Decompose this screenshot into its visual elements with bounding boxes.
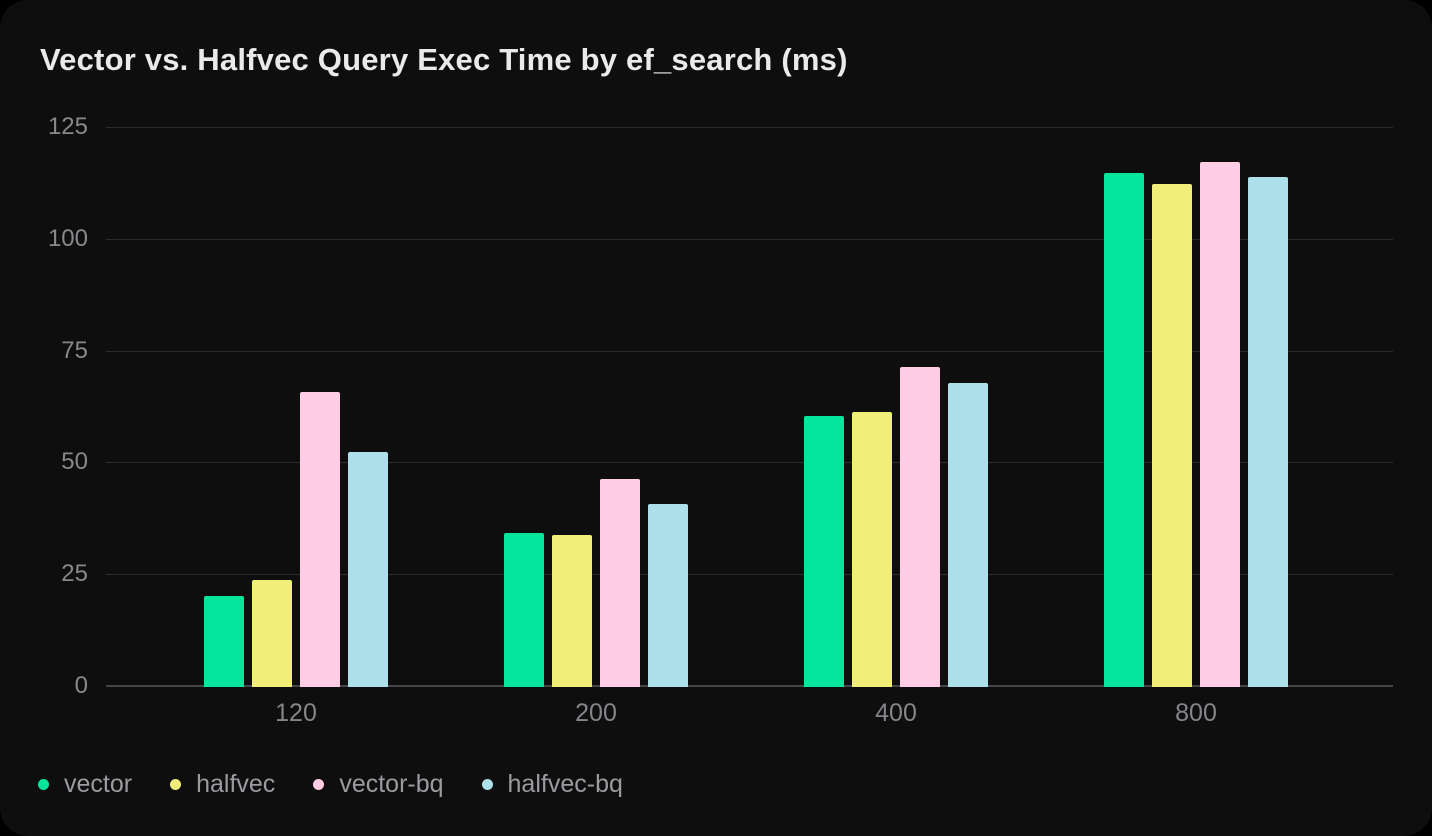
bar-group [504, 128, 688, 687]
bar-vector-bq [600, 479, 640, 687]
legend-dot-icon [38, 778, 49, 790]
y-axis-tick-label: 25 [61, 560, 88, 588]
gridline [106, 127, 1393, 128]
legend-dot-icon [481, 778, 493, 790]
legend-item-halfvec: halfvec [170, 770, 275, 799]
legend-item-label: vector [64, 769, 133, 798]
bar-vector [804, 416, 844, 687]
bar-vector-bq [900, 367, 940, 687]
bar-vector [504, 532, 544, 687]
bar-halfvec-bq [1248, 177, 1288, 687]
legend-item-label: vector-bq [339, 769, 444, 798]
x-axis: 120 200 400 800 [0, 700, 1432, 730]
legend-item-vector: vector [38, 770, 132, 799]
bar-halfvec [552, 534, 592, 687]
bar-halfvec-bq [948, 382, 988, 687]
y-axis-tick-label: 75 [61, 336, 88, 364]
legend-dot-icon [313, 778, 325, 790]
y-axis-tick-label: 100 [47, 224, 88, 252]
plot-area [106, 127, 1393, 687]
x-axis-tick-label: 120 [275, 699, 317, 727]
gridline [106, 574, 1393, 576]
bar-halfvec-bq [348, 452, 388, 687]
bar-group [1104, 128, 1288, 687]
y-axis: 0 25 50 75 100 125 [0, 114, 88, 699]
legend-item-halfvec-bq: halfvec-bq [481, 769, 623, 799]
bar-vector [204, 596, 244, 687]
bar-halfvec [852, 411, 892, 687]
bar-vector-bq [300, 391, 340, 687]
gridline [106, 350, 1393, 352]
y-axis-tick-label: 125 [47, 113, 88, 140]
legend-item-vector-bq: vector-bq [313, 769, 444, 799]
y-axis-tick-label: 50 [61, 448, 88, 476]
bar-vector [1104, 172, 1144, 687]
y-axis-tick-label: 0 [74, 672, 88, 699]
legend-dot-icon [170, 778, 182, 790]
gridline [106, 238, 1393, 240]
legend-item-label: halfvec [196, 769, 276, 798]
x-axis-tick-label: 400 [875, 699, 917, 727]
bar-halfvec-bq [648, 503, 688, 687]
legend: vector halfvec vector-bq halfvec-bq [38, 769, 623, 799]
x-axis-tick-label: 800 [1175, 699, 1217, 727]
bar-group [204, 128, 388, 687]
bar-halfvec [252, 579, 292, 687]
x-axis-tick-label: 200 [575, 699, 617, 727]
bar-halfvec [1152, 183, 1192, 687]
gridline [106, 462, 1393, 464]
legend-item-label: halfvec-bq [507, 769, 623, 798]
bar-vector-bq [1200, 161, 1240, 687]
bar-group [804, 128, 988, 687]
zero-line [106, 685, 1393, 687]
chart-title: Vector vs. Halfvec Query Exec Time by ef… [40, 42, 848, 77]
